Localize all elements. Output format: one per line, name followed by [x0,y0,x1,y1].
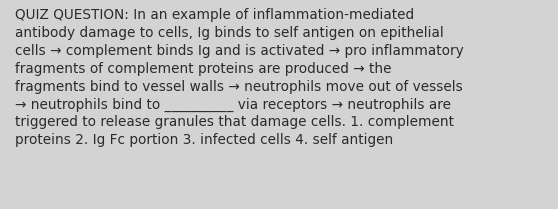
Text: QUIZ QUESTION: In an example of inflammation-mediated
antibody damage to cells, : QUIZ QUESTION: In an example of inflamma… [16,8,464,147]
